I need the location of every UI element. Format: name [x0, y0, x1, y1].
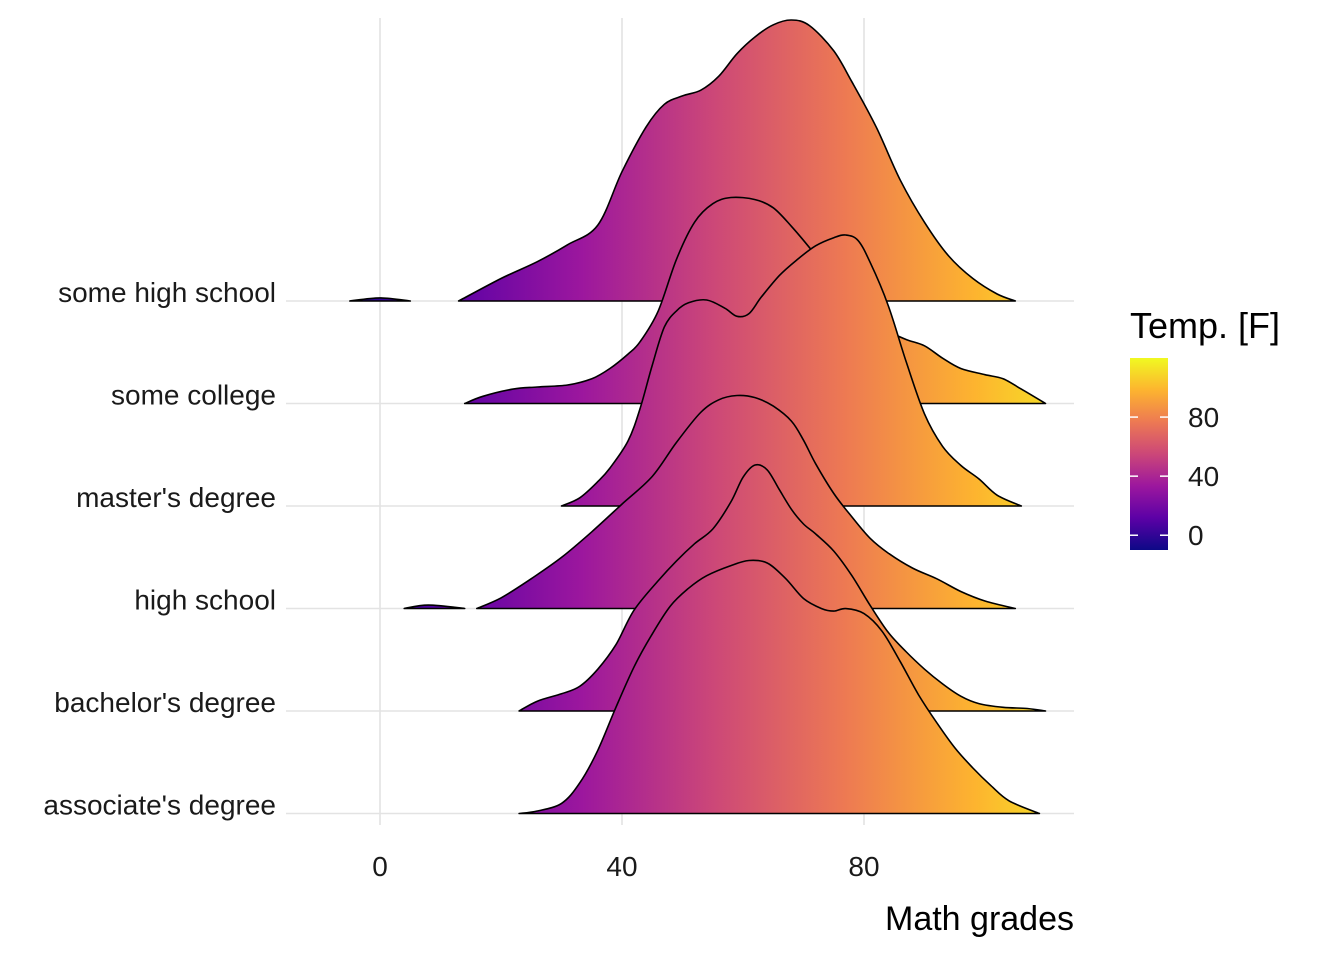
y-axis-label: master's degree	[76, 482, 276, 513]
legend-colorbar	[1130, 358, 1168, 550]
color-legend: Temp. [F] 0 40 80	[1130, 305, 1280, 551]
ridge-associate-s-degree	[518, 559, 1041, 815]
y-axis-label: some high school	[58, 277, 276, 308]
ridge-some-high-school-part2	[457, 19, 1017, 302]
legend-tick-label: 40	[1188, 461, 1219, 492]
y-axis-labels: some high school some college master's deg…	[43, 277, 276, 821]
ridge-some-high-school	[349, 297, 412, 302]
legend-title: Temp. [F]	[1130, 305, 1280, 346]
ridge-high-school	[403, 604, 466, 610]
x-tick-label: 80	[848, 851, 879, 882]
legend-tick-label: 0	[1188, 520, 1204, 551]
y-axis-label: associate's degree	[43, 790, 276, 821]
x-axis-ticks: 0 40 80	[372, 851, 879, 882]
y-axis-label: bachelor's degree	[54, 687, 276, 718]
y-axis-label: high school	[134, 585, 276, 616]
legend-ticks: 0 40 80	[1130, 402, 1219, 551]
x-tick-label: 0	[372, 851, 388, 882]
ridges	[349, 19, 1047, 815]
x-tick-label: 40	[606, 851, 637, 882]
legend-tick-label: 80	[1188, 402, 1219, 433]
x-axis-title: Math grades	[885, 900, 1074, 938]
ridge-master-s-degree	[560, 234, 1023, 507]
y-axis-label: some college	[111, 380, 276, 411]
